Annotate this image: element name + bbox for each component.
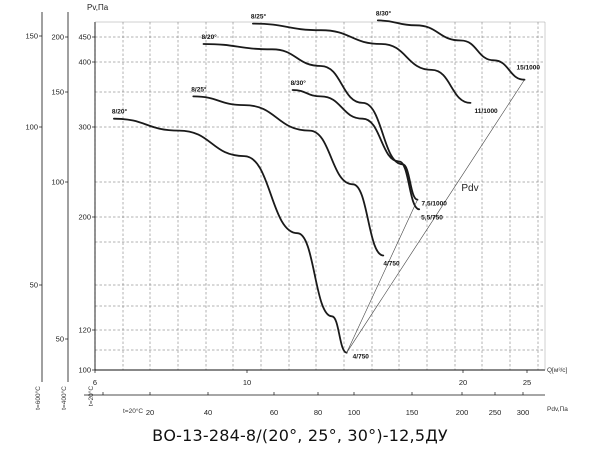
pdv-tick-label: 250	[489, 408, 502, 417]
left-scale-temperature-label: t=600°C	[34, 386, 42, 410]
left-scale-temperature-label: t=20°C	[87, 386, 95, 406]
left-scale-tick-label: 450	[78, 33, 91, 42]
pdv-tick-label: 200	[456, 408, 469, 417]
grid	[94, 22, 545, 370]
pdv-diagonal-line	[346, 79, 525, 353]
series-end-label: 5,5/750	[421, 214, 443, 221]
series-start-label: 8/30°	[376, 9, 392, 17]
curve-labels: 8/20° 4/750 8/25° 4/750 8/30° 5,5/750 8/20° 7,5…	[112, 9, 541, 360]
left-scale-tick-label: 100	[78, 366, 91, 375]
series-line	[252, 22, 472, 104]
left-scale-tick-label: 120	[78, 326, 91, 335]
series-line	[202, 43, 419, 201]
series-start-label: 8/25°	[251, 13, 267, 21]
left-scale-tick-label: 150	[51, 88, 64, 97]
pdv-tick-label: 300	[517, 408, 530, 417]
series-line	[113, 117, 348, 354]
chart-caption: ВО-13-284-8/(20°, 25°, 30°)-12,5ДУ	[152, 426, 448, 445]
left-scales: 150 100 50 t=600°C 200 150 100 50 t=400°C 450 400 3…	[25, 3, 108, 410]
left-scale-tick-label: 50	[56, 335, 64, 344]
series-start-label: 8/20°	[112, 108, 128, 116]
pdv-diagonal-line	[346, 199, 418, 353]
pdv-diagonal-label: Pdv	[461, 183, 478, 194]
pdv-tick-label: 80	[314, 408, 322, 417]
series-start-label: 8/20°	[202, 33, 218, 41]
series	[113, 19, 526, 354]
series-end-label: 4/750	[383, 261, 400, 268]
y-axis-title: Pv,Па	[87, 3, 109, 12]
series-end-label: 15/1000	[516, 65, 540, 72]
series-end-label: 11/1000	[475, 108, 499, 115]
x-tick-label: 6	[93, 378, 97, 387]
left-scale-tick-label: 400	[78, 58, 91, 67]
temperature-note: t=20°C	[123, 407, 143, 415]
left-scale-tick-label: 100	[51, 178, 64, 187]
pdv-tick-label: 60	[270, 408, 278, 417]
pdv-diagonal: Pdv	[346, 79, 525, 353]
pdv-tick-label: 40	[204, 408, 212, 417]
pdv-axis-title: Pdv,Па	[547, 406, 568, 413]
pdv-tick-label: 100	[348, 408, 361, 417]
left-scale-tick-label: 100	[25, 123, 38, 132]
series-start-label: 8/30°	[291, 79, 307, 87]
pdv-tick-label: 20	[146, 408, 154, 417]
series-end-label: 7,5/1000	[422, 201, 448, 208]
left-scale-tick-label: 50	[30, 281, 38, 290]
left-scale-temperature-label: t=400°C	[60, 386, 68, 410]
series-line	[291, 89, 421, 211]
x-tick-label: 20	[459, 378, 467, 387]
left-scale-tick-label: 200	[51, 33, 64, 42]
left-scale-tick-label: 300	[78, 123, 91, 132]
series-end-label: 4/750	[353, 354, 370, 361]
plot-frame	[94, 21, 546, 371]
x-axis-title: Q[м³/c]	[547, 367, 568, 374]
series-line	[192, 95, 385, 257]
series-start-label: 8/25°	[191, 85, 207, 93]
series-line	[376, 19, 526, 81]
x-axis: 6 10 20 25 Q[м³/c]	[93, 367, 568, 387]
left-scale-tick-label: 150	[25, 32, 38, 41]
pdv-tick-label: 150	[406, 408, 419, 417]
x-tick-label: 10	[243, 378, 251, 387]
pdv-axis: 20 40 60 80 100 150 200 250 300 Pdv,Па t=20°C	[84, 392, 568, 417]
left-scale-tick-label: 200	[78, 213, 91, 222]
x-tick-label: 25	[523, 378, 531, 387]
